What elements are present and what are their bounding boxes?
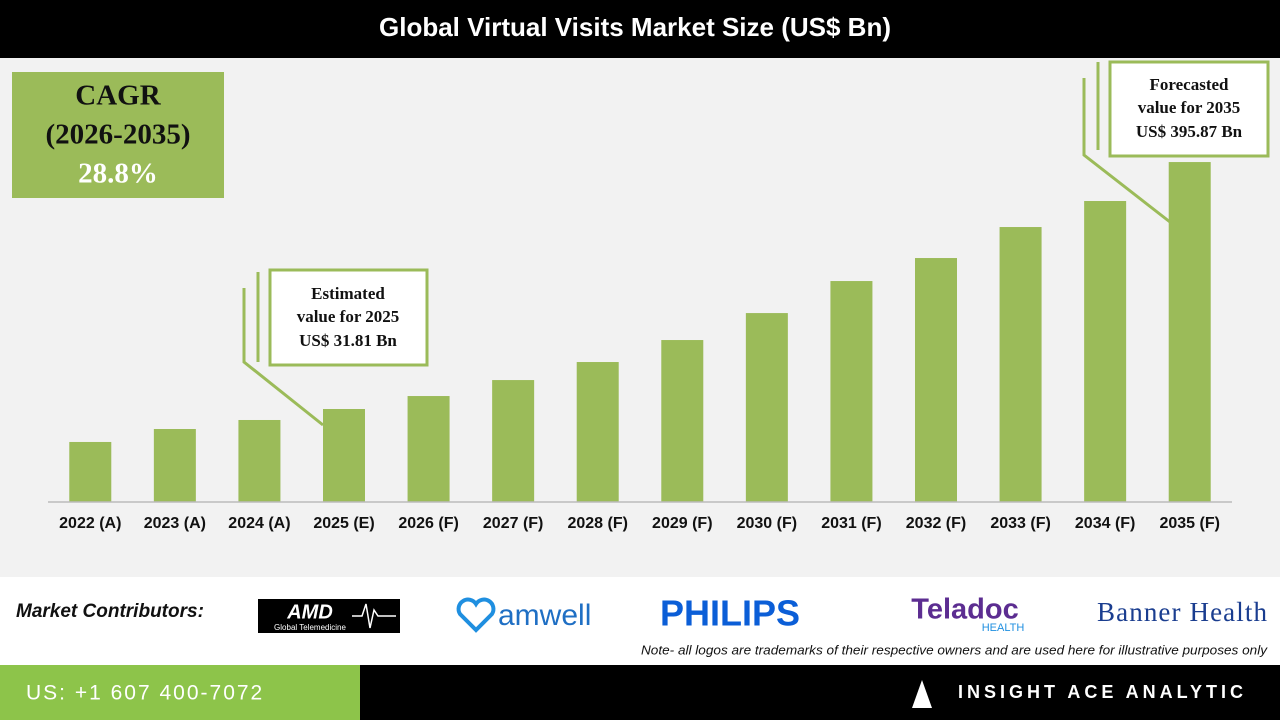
phone: US: +1 607 400-7072 (26, 682, 264, 705)
logo-icon (456, 597, 496, 633)
plot: 2022 (A) 2023 (A) 2024 (A) 2025 (E) 2026 (F)… (59, 162, 1220, 532)
brand-icon (912, 680, 932, 708)
logo-text: HEALTH (982, 622, 1025, 634)
logo-text: AMD (286, 601, 333, 623)
bar (915, 258, 957, 502)
x-tick-label: 2027 (F) (483, 515, 543, 532)
bar (1084, 201, 1127, 502)
note: Note- all logos are trademarks of their … (641, 642, 1269, 657)
x-tick-label: 2030 (F) (737, 515, 797, 532)
cagr-text: CAGR (75, 80, 161, 112)
cagr-value: 28.8% (78, 158, 158, 190)
bar (1168, 162, 1211, 502)
logo-amd (258, 599, 400, 633)
footer-contact (0, 665, 360, 720)
bar (830, 281, 873, 502)
x-tick-label: 2033 (F) (990, 515, 1050, 532)
bar (492, 380, 535, 502)
annotation: US$ 31.81 Bn (299, 331, 397, 350)
callout-box (268, 268, 429, 367)
x-tick-label: 2023 (A) (144, 515, 206, 532)
bar (576, 362, 619, 502)
title-bar (0, 0, 1280, 58)
x-tick-label: 2031 (F) (821, 515, 881, 532)
bar (999, 227, 1042, 502)
callout-line (1082, 78, 1171, 224)
annotation: Estimated (311, 284, 385, 303)
x-tick-label: 2028 (F) (567, 515, 627, 532)
bar (745, 313, 788, 502)
footer-brand (360, 665, 1280, 720)
bar (323, 408, 365, 502)
bar (407, 396, 450, 502)
x-tick-label: 2024 (A) (228, 515, 290, 532)
logo-text: Global Telemedicine (274, 623, 346, 632)
logo-text: amwell (498, 599, 591, 632)
callout-line (242, 288, 324, 427)
x-tick-label: 2032 (F) (906, 515, 966, 532)
annotation: Forecasted (1150, 75, 1230, 94)
logo-text: Teladoc (911, 594, 1018, 626)
brand: INSIGHT ACE ANALYTIC (958, 682, 1247, 702)
annotation: US$ 395.87 Bn (1136, 122, 1243, 141)
x-tick-label: 2022 (A) (59, 515, 121, 532)
x-tick-label: 2026 (F) (398, 515, 458, 532)
logo-text: Banner Health (1097, 597, 1268, 627)
annotation: value for 2035 (1138, 98, 1241, 117)
annotation: value for 2025 (297, 307, 400, 326)
callout-box (1108, 60, 1270, 158)
x-tick-label: 2029 (F) (652, 515, 712, 532)
bar (153, 429, 196, 502)
callouts (242, 60, 1270, 427)
x-tick-label: 2035 (F) (1159, 515, 1219, 532)
logo-icon (352, 603, 396, 629)
bar (661, 340, 704, 502)
cagr-box (12, 72, 224, 198)
x-tick-label: 2025 (E) (313, 515, 374, 532)
x-tick-label: 2034 (F) (1075, 515, 1135, 532)
bar (69, 441, 112, 502)
contributors-label: Market Contributors: (16, 601, 204, 622)
bar (238, 419, 281, 502)
cagr-text: (2026-2035) (46, 119, 191, 151)
logo-text: PHILIPS (660, 593, 800, 634)
chart-title: Global Virtual Visits Market Size (US$ B… (379, 12, 891, 42)
